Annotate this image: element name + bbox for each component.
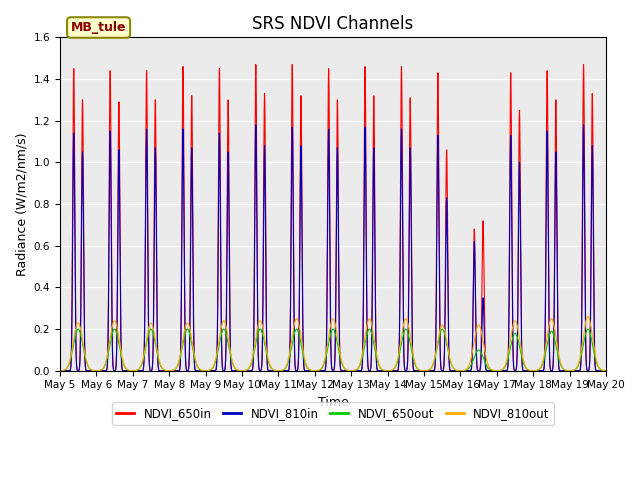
NDVI_650out <box>404 332 412 338</box>
NDVI_810out <box>301 359 309 365</box>
NDVI_650out <box>531 368 538 373</box>
X-axis label: Time: Time <box>317 396 348 409</box>
NDVI_810in <box>404 314 412 320</box>
NDVI_810in <box>56 368 64 373</box>
NDVI_810in <box>301 368 309 373</box>
NDVI_650in <box>580 61 588 67</box>
NDVI_650in <box>601 368 609 373</box>
NDVI_810out <box>56 368 64 373</box>
NDVI_650out <box>546 331 554 336</box>
NDVI_650out <box>74 326 82 332</box>
NDVI_650out <box>595 365 602 371</box>
NDVI_810in <box>531 368 538 373</box>
NDVI_810out <box>404 324 412 329</box>
Line: NDVI_650out: NDVI_650out <box>60 329 606 371</box>
Y-axis label: Radiance (W/m2/nm/s): Radiance (W/m2/nm/s) <box>15 132 28 276</box>
NDVI_810out <box>584 314 592 320</box>
NDVI_810out <box>601 368 609 373</box>
Legend: NDVI_650in, NDVI_810in, NDVI_650out, NDVI_810out: NDVI_650in, NDVI_810in, NDVI_650out, NDV… <box>112 402 554 425</box>
NDVI_650in <box>531 368 538 373</box>
Line: NDVI_810out: NDVI_810out <box>60 317 606 371</box>
NDVI_650in <box>595 368 602 373</box>
NDVI_650in <box>404 302 412 308</box>
NDVI_650in <box>546 356 554 361</box>
NDVI_650in <box>301 368 309 373</box>
NDVI_650in <box>602 368 610 373</box>
Line: NDVI_810in: NDVI_810in <box>60 125 606 371</box>
NDVI_810out <box>531 368 538 373</box>
NDVI_650out <box>301 361 309 367</box>
Title: SRS NDVI Channels: SRS NDVI Channels <box>252 15 413 33</box>
NDVI_810out <box>546 319 554 325</box>
NDVI_650out <box>56 368 64 373</box>
NDVI_810out <box>602 368 610 373</box>
NDVI_810in <box>546 358 554 364</box>
NDVI_810out <box>595 364 602 370</box>
NDVI_810in <box>602 368 610 373</box>
NDVI_650out <box>602 368 610 373</box>
Line: NDVI_650in: NDVI_650in <box>60 64 606 371</box>
NDVI_810in <box>601 368 609 373</box>
NDVI_650in <box>56 368 64 373</box>
NDVI_810in <box>595 368 602 373</box>
NDVI_810in <box>580 122 588 128</box>
NDVI_650out <box>601 368 609 373</box>
Text: MB_tule: MB_tule <box>71 21 126 34</box>
